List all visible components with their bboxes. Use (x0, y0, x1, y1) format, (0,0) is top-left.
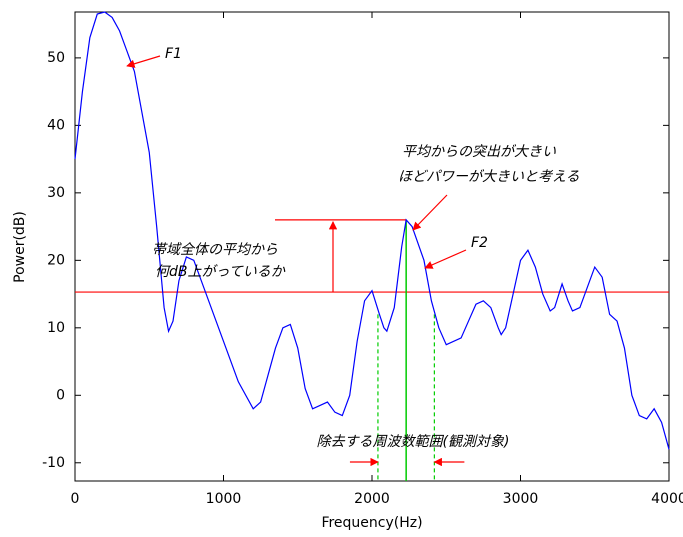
f1-arrow (126, 55, 161, 68)
y-tick-label: 30 (47, 185, 65, 201)
power-curve (74, 11, 670, 450)
peak-arrow (412, 194, 448, 231)
y-tick-label: -10 (42, 455, 65, 471)
x-tick-label: 0 (71, 491, 80, 507)
annotation: 何dB上がっているか (155, 264, 286, 280)
annotation: 平均からの突出が大きい (402, 144, 556, 160)
x-axis-label: Frequency(Hz) (321, 515, 422, 531)
annotation: ほどパワーが大きいと考える (398, 169, 580, 185)
annotation: F1 (165, 46, 182, 62)
y-axis-label: Power(dB) (12, 211, 28, 283)
y-tick-label: 50 (47, 50, 65, 66)
annotation: 除去する周波数範囲(観測対象) (317, 434, 510, 450)
annotation: 帯域全体の平均から (152, 242, 278, 258)
f2-arrow (424, 249, 467, 269)
y-tick-label: 10 (47, 320, 65, 336)
x-tick-label: 2000 (354, 491, 390, 507)
y-tick-label: 0 (56, 387, 65, 403)
x-tick-label: 3000 (503, 491, 539, 507)
y-tick-label: 40 (47, 117, 65, 133)
x-tick-label: 1000 (206, 491, 242, 507)
y-tick-label: 20 (47, 252, 65, 268)
x-tick-label: 4000 (651, 491, 683, 507)
annotation: F2 (471, 235, 488, 251)
